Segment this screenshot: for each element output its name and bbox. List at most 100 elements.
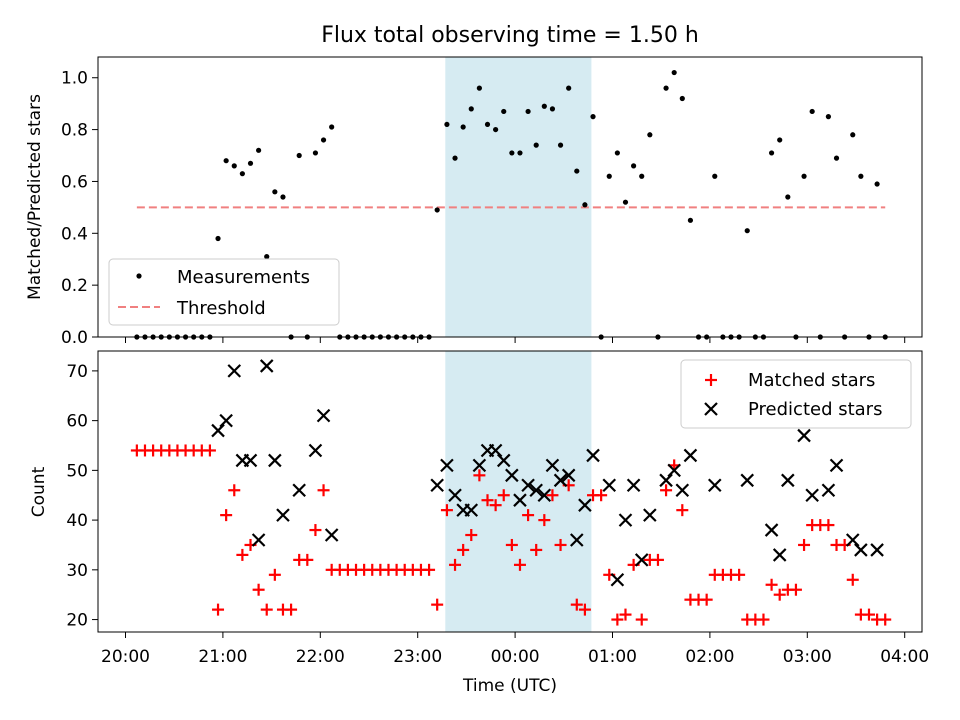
- matched-point: [570, 598, 583, 611]
- y-tick-label: 50: [66, 461, 88, 481]
- measurement-point: [312, 150, 319, 156]
- matched-point: [440, 504, 453, 517]
- bottom-legend-box: [680, 359, 912, 429]
- predicted-point: [805, 488, 819, 503]
- predicted-point: [618, 513, 633, 527]
- matched-point: [846, 573, 859, 586]
- predicted-point: [667, 463, 681, 478]
- matched-point: [203, 444, 216, 457]
- x-tick-label: 20:00: [101, 647, 150, 667]
- bottom-legend: Matched stars Predicted stars: [680, 359, 912, 429]
- matched-point: [268, 568, 281, 581]
- measurement-point: [833, 155, 840, 161]
- matched-point: [473, 469, 486, 482]
- measurement-point: [476, 85, 482, 91]
- predicted-point: [781, 473, 795, 488]
- predicted-point: [545, 458, 560, 473]
- measurement-point: [631, 163, 637, 169]
- measurement-point: [874, 181, 880, 187]
- bottom-panel: 20 30 40 50 60 70 20:00 21:00 22:00 23:00 00:00 01…: [29, 350, 929, 696]
- matched-point: [546, 489, 559, 502]
- y-tick-label: 20: [66, 611, 88, 631]
- predicted-points: [211, 359, 884, 587]
- predicted-point: [243, 453, 258, 468]
- measurement-point: [444, 121, 450, 128]
- top-legend-box: [108, 258, 340, 326]
- predicted-point: [324, 528, 339, 542]
- measurement-point: [825, 114, 832, 120]
- predicted-point: [440, 458, 454, 473]
- y-tick-label: 0.0: [61, 328, 88, 348]
- x-tick-label: 21:00: [198, 647, 247, 667]
- predicted-point: [496, 453, 511, 468]
- matched-point: [457, 543, 470, 556]
- matched-point: [700, 593, 713, 606]
- measurement-point: [574, 168, 580, 174]
- predicted-point: [276, 508, 290, 522]
- measurement-point: [296, 152, 302, 159]
- top-panel: 0.0 0.2 0.4 0.6 0.8 1.0 Flux total observing …: [25, 23, 923, 348]
- legend-measurements-label: Measurements: [177, 267, 310, 288]
- top-title: Flux total observing time = 1.50 h: [321, 23, 699, 48]
- measurement-point: [452, 155, 458, 161]
- measurement-point: [256, 147, 262, 153]
- bottom-y-label: Count: [29, 466, 49, 517]
- matched-point: [765, 578, 778, 591]
- measurement-point: [434, 207, 440, 213]
- matched-point: [773, 588, 786, 601]
- bottom-x-label: Time (UTC): [462, 676, 557, 696]
- measurement-point: [541, 103, 547, 109]
- predicted-point: [268, 453, 282, 468]
- measurement-point: [239, 171, 245, 177]
- predicted-point: [821, 483, 836, 498]
- measurement-point: [549, 106, 556, 112]
- measurement-point: [566, 85, 572, 91]
- measurement-point: [785, 194, 791, 200]
- top-plot-frame: [97, 56, 923, 338]
- measurement-point: [501, 108, 507, 115]
- measurement-point: [614, 150, 620, 156]
- matched-point: [733, 568, 746, 581]
- predicted-point: [845, 533, 860, 547]
- measurement-point: [460, 124, 466, 130]
- measurement-point: [231, 163, 237, 169]
- legend-predicted-label: Predicted stars: [748, 399, 882, 420]
- predicted-point: [854, 543, 868, 557]
- matched-point: [513, 558, 526, 571]
- measurement-point: [280, 194, 286, 200]
- predicted-point: [870, 543, 884, 557]
- measurement-point: [264, 254, 270, 260]
- matched-point: [862, 608, 875, 621]
- predicted-point: [472, 458, 487, 473]
- matched-point: [309, 524, 322, 537]
- predicted-point: [448, 488, 462, 503]
- measurement-point: [517, 150, 523, 156]
- y-tick-label: 0.8: [61, 121, 88, 141]
- legend-matched-marker: [705, 374, 717, 386]
- matched-point: [465, 529, 478, 542]
- top-x-ticks: [125, 337, 906, 343]
- legend-matched-label: Matched stars: [748, 370, 875, 391]
- legend-threshold-label: Threshold: [176, 298, 266, 319]
- predicted-point: [308, 443, 323, 458]
- measurement-point: [557, 142, 564, 148]
- matched-point: [260, 603, 273, 616]
- predicted-point: [740, 473, 755, 488]
- measurement-point: [320, 137, 327, 143]
- predicted-point: [211, 423, 225, 438]
- matched-point: [798, 538, 811, 551]
- bottom-x-axis: 20:00 21:00 22:00 23:00 00:00 01:00 02:00 03:00…: [101, 632, 929, 667]
- measurement-point: [663, 85, 669, 91]
- measurement-point: [468, 106, 474, 112]
- matched-point: [879, 613, 892, 626]
- x-tick-label: 03:00: [783, 647, 832, 667]
- measurement-point: [639, 173, 645, 179]
- predicted-point: [626, 478, 641, 493]
- y-tick-label: 0.6: [61, 172, 88, 192]
- predicted-point: [634, 553, 649, 567]
- predicted-point: [764, 523, 779, 537]
- matched-point: [431, 598, 444, 611]
- top-y-label: Matched/Predicted stars: [25, 94, 45, 300]
- predicted-point: [259, 359, 274, 373]
- matched-point: [651, 553, 664, 566]
